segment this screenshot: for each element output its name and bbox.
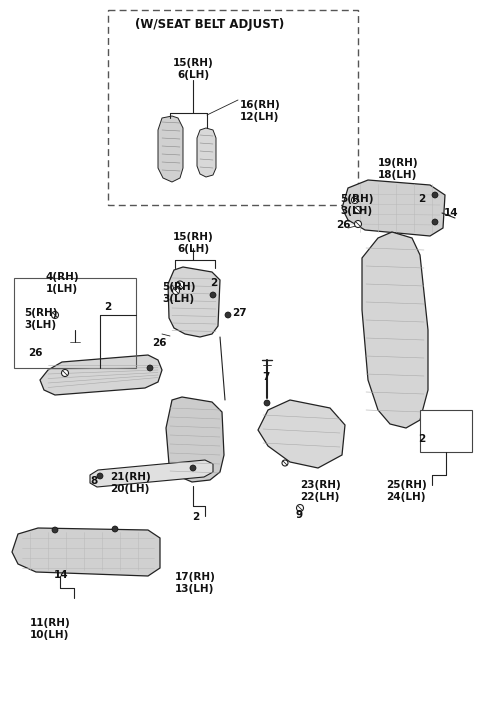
Text: 25(RH)
24(LH): 25(RH) 24(LH) — [386, 480, 427, 502]
Polygon shape — [362, 232, 428, 428]
Circle shape — [225, 312, 231, 318]
Text: 5(RH)
3(LH): 5(RH) 3(LH) — [340, 194, 373, 216]
Polygon shape — [258, 400, 345, 468]
Circle shape — [112, 526, 118, 532]
Text: 2: 2 — [192, 512, 199, 522]
Text: 26: 26 — [336, 220, 350, 230]
Circle shape — [351, 196, 359, 204]
Text: 26: 26 — [152, 338, 167, 348]
Text: 9: 9 — [295, 510, 302, 520]
Circle shape — [97, 473, 103, 479]
Circle shape — [61, 370, 69, 376]
Text: 23(RH)
22(LH): 23(RH) 22(LH) — [300, 480, 341, 502]
Text: 2: 2 — [104, 302, 111, 312]
Circle shape — [297, 505, 303, 511]
Text: 8: 8 — [90, 476, 97, 486]
Text: 14: 14 — [444, 208, 458, 218]
Text: 7: 7 — [262, 372, 269, 382]
Text: 15(RH)
6(LH): 15(RH) 6(LH) — [173, 232, 214, 253]
Circle shape — [355, 206, 361, 214]
Polygon shape — [12, 528, 160, 576]
Text: 5(RH)
3(LH): 5(RH) 3(LH) — [162, 282, 195, 303]
Text: 27: 27 — [232, 308, 247, 318]
Circle shape — [432, 219, 438, 225]
Circle shape — [210, 292, 216, 298]
Polygon shape — [40, 355, 162, 395]
FancyBboxPatch shape — [420, 410, 472, 452]
Text: 26: 26 — [28, 348, 43, 358]
Text: 17(RH)
13(LH): 17(RH) 13(LH) — [175, 572, 216, 593]
Text: 19(RH)
18(LH): 19(RH) 18(LH) — [378, 158, 419, 180]
Text: 2: 2 — [210, 278, 217, 288]
Circle shape — [172, 287, 180, 295]
Polygon shape — [166, 397, 224, 482]
Circle shape — [52, 527, 58, 533]
Circle shape — [264, 400, 270, 406]
Text: 21(RH)
20(LH): 21(RH) 20(LH) — [110, 472, 151, 494]
Circle shape — [147, 365, 153, 371]
Circle shape — [282, 460, 288, 466]
Text: 15(RH)
6(LH): 15(RH) 6(LH) — [173, 58, 214, 79]
Text: 2: 2 — [418, 194, 425, 204]
Text: 5(RH)
3(LH): 5(RH) 3(LH) — [24, 308, 58, 330]
Text: 4(RH)
1(LH): 4(RH) 1(LH) — [46, 272, 80, 294]
Circle shape — [355, 220, 361, 227]
Circle shape — [432, 192, 438, 198]
Circle shape — [176, 281, 184, 289]
Polygon shape — [342, 180, 445, 236]
Polygon shape — [197, 128, 216, 177]
Text: (W/SEAT BELT ADJUST): (W/SEAT BELT ADJUST) — [135, 18, 284, 31]
Text: 14: 14 — [54, 570, 69, 580]
Polygon shape — [158, 116, 183, 182]
Text: 2: 2 — [418, 434, 425, 444]
Circle shape — [51, 311, 59, 318]
Text: 11(RH)
10(LH): 11(RH) 10(LH) — [30, 618, 71, 640]
Polygon shape — [90, 460, 213, 487]
Polygon shape — [168, 267, 220, 337]
Circle shape — [190, 465, 196, 471]
Text: 16(RH)
12(LH): 16(RH) 12(LH) — [240, 100, 281, 121]
